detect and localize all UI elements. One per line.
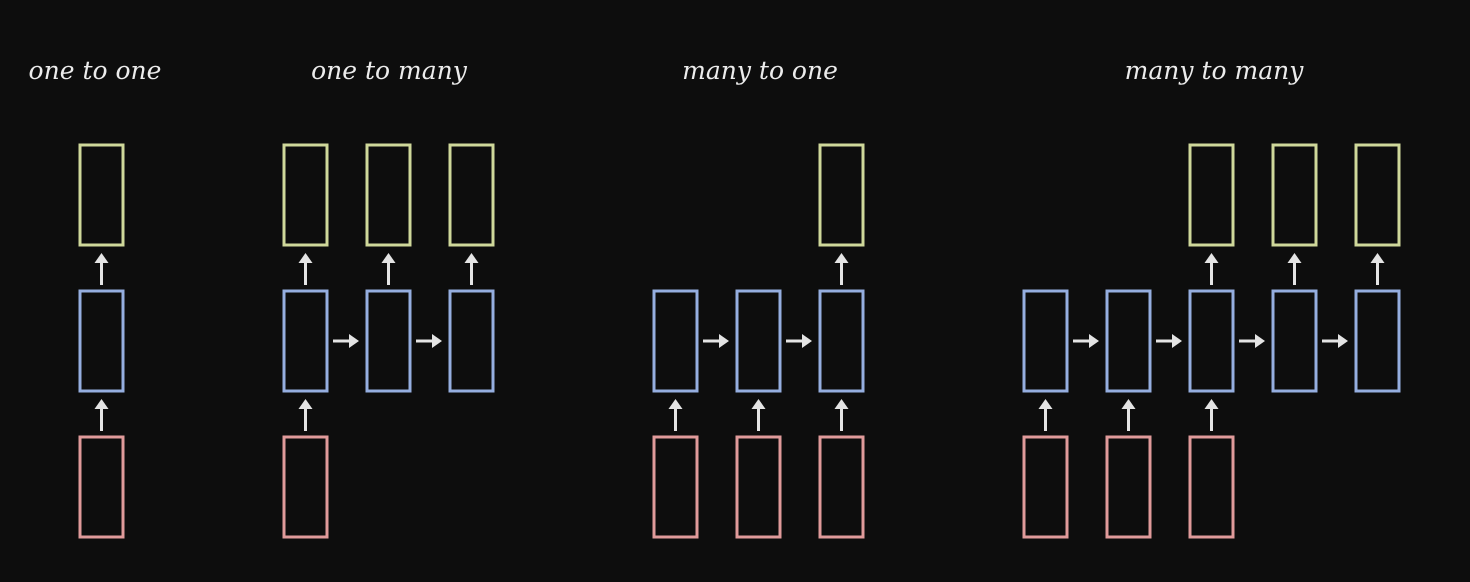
cell-group <box>78 143 125 539</box>
arrow-right <box>1239 334 1265 348</box>
output-cell <box>78 143 125 247</box>
arrow-right <box>416 334 442 348</box>
hidden-cell <box>1271 289 1318 393</box>
arrow-up <box>668 399 683 431</box>
arrow-up <box>298 253 313 285</box>
arrow-up <box>1121 399 1136 431</box>
hidden-cell <box>365 289 412 393</box>
arrow-up <box>94 253 109 285</box>
arrow-group <box>94 253 109 431</box>
arrow-up <box>94 399 109 431</box>
hidden-cell <box>1188 289 1235 393</box>
diagram-one-to-one: one to one <box>29 56 162 539</box>
arrow-up <box>1038 399 1053 431</box>
output-cell <box>365 143 412 247</box>
arrow-group <box>668 253 849 431</box>
arrow-right <box>333 334 359 348</box>
input-cell <box>78 435 125 539</box>
arrow-group <box>1038 253 1385 431</box>
input-cell <box>652 435 699 539</box>
input-cell <box>818 435 865 539</box>
hidden-cell <box>1105 289 1152 393</box>
arrow-up <box>1370 253 1385 285</box>
output-cell <box>1354 143 1401 247</box>
arrow-up <box>464 253 479 285</box>
input-cell <box>1105 435 1152 539</box>
hidden-cell <box>1022 289 1069 393</box>
output-cell <box>818 143 865 247</box>
arrow-group <box>298 253 479 431</box>
cell-group <box>1022 143 1401 539</box>
arrow-up <box>1204 399 1219 431</box>
arrow-right <box>703 334 729 348</box>
arrow-up <box>1204 253 1219 285</box>
hidden-cell <box>818 289 865 393</box>
hidden-cell <box>735 289 782 393</box>
diagram-title: one to many <box>311 56 468 85</box>
arrow-right <box>1322 334 1348 348</box>
hidden-cell <box>78 289 125 393</box>
input-cell <box>1188 435 1235 539</box>
diagram-many-to-one: many to one <box>652 56 865 539</box>
cell-group <box>652 143 865 539</box>
input-cell <box>1022 435 1069 539</box>
hidden-cell <box>1354 289 1401 393</box>
input-cell <box>735 435 782 539</box>
diagram-one-to-many: one to many <box>282 56 495 539</box>
diagram-many-to-many: many to many <box>1022 56 1401 539</box>
arrow-up <box>381 253 396 285</box>
hidden-cell <box>448 289 495 393</box>
input-cell <box>282 435 329 539</box>
arrow-up <box>834 399 849 431</box>
arrow-up <box>1287 253 1302 285</box>
diagram-title: many to many <box>1125 56 1305 85</box>
arrow-up <box>751 399 766 431</box>
output-cell <box>448 143 495 247</box>
arrow-right <box>1073 334 1099 348</box>
output-cell <box>1271 143 1318 247</box>
arrow-right <box>1156 334 1182 348</box>
diagram-title: many to one <box>682 56 838 85</box>
hidden-cell <box>652 289 699 393</box>
output-cell <box>282 143 329 247</box>
cell-group <box>282 143 495 539</box>
hidden-cell <box>282 289 329 393</box>
output-cell <box>1188 143 1235 247</box>
arrow-up <box>834 253 849 285</box>
arrow-right <box>786 334 812 348</box>
arrow-up <box>298 399 313 431</box>
diagram-title: one to one <box>29 56 162 85</box>
